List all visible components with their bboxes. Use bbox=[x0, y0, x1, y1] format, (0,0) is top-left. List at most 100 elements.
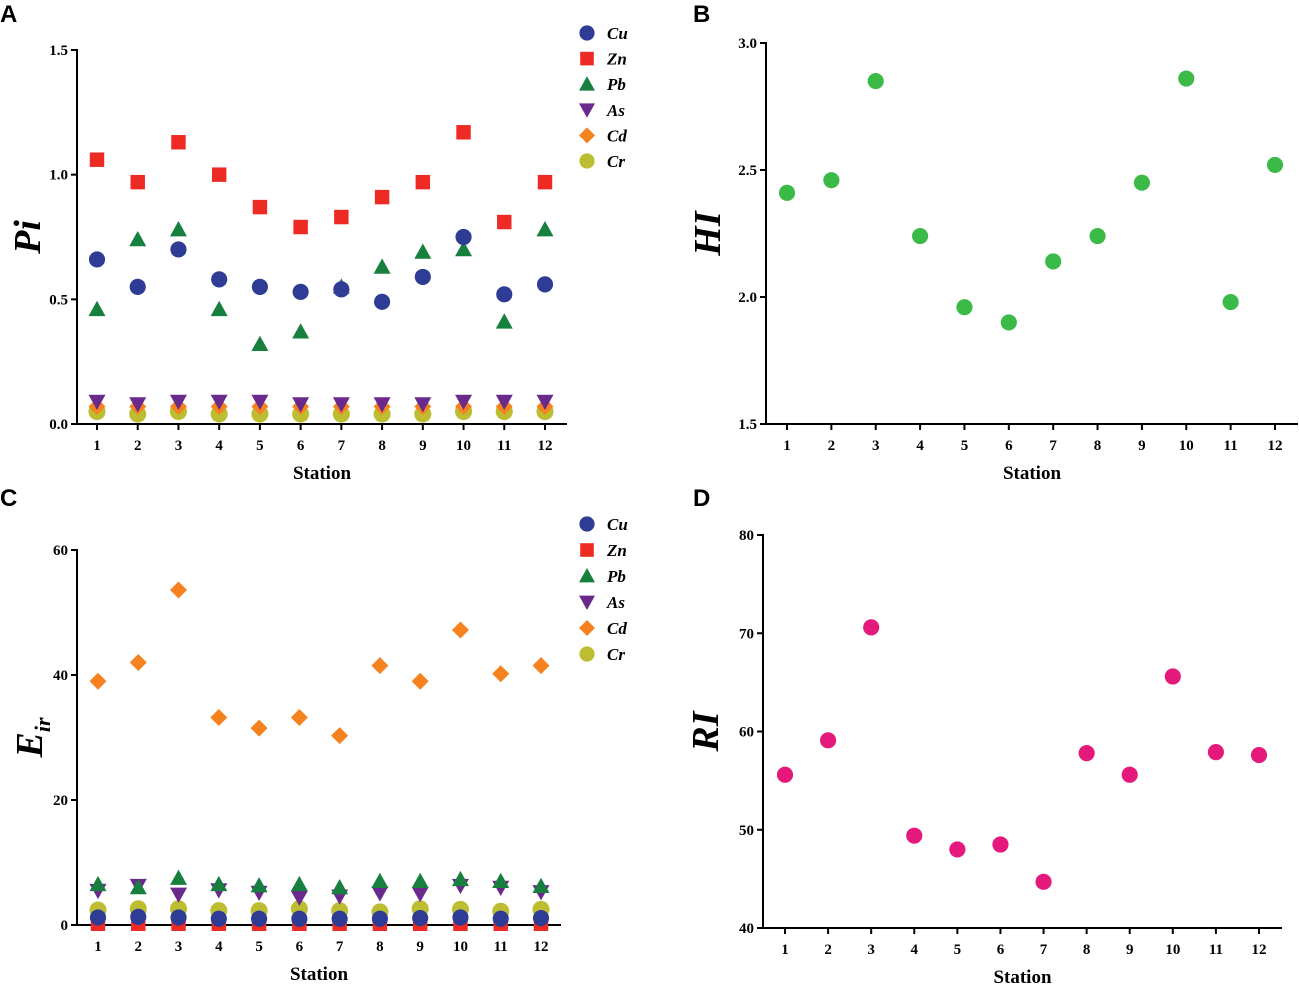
panel-a-point-as-station-3 bbox=[169, 394, 187, 411]
panel-d-x-tick-label: 6 bbox=[997, 942, 1005, 958]
panel-c-point-pb-station-4 bbox=[210, 875, 228, 892]
panel-c-point-cu-station-10 bbox=[452, 909, 469, 926]
panel-c-point-as-station-8 bbox=[371, 886, 389, 902]
panel-d-x-tick-label: 2 bbox=[824, 942, 832, 958]
panel-c-point-cd-station-8 bbox=[371, 657, 389, 675]
panel-d-x-tick-label: 11 bbox=[1209, 942, 1223, 958]
panel-b-x-tick-label: 4 bbox=[916, 438, 924, 454]
panel-a-point-pb-station-1 bbox=[88, 300, 106, 317]
panel-a-point-zn-station-9 bbox=[415, 174, 431, 190]
panel-b-y-tick-label: 2.5 bbox=[738, 163, 757, 179]
panel-c-point-as-station-3 bbox=[170, 887, 188, 903]
panel-b-point-hi-station-2 bbox=[823, 172, 840, 189]
panel-a-point-pb-station-6 bbox=[292, 323, 310, 339]
panel-b-point-hi-station-7 bbox=[1045, 253, 1062, 270]
panel-a-y-tick-label: 1.5 bbox=[49, 43, 68, 59]
panel-a-point-cu-station-10 bbox=[455, 228, 472, 246]
panel-a-point-pb-station-4 bbox=[210, 300, 228, 317]
panel-c-y-axis-title: Eir bbox=[9, 717, 55, 758]
panel-d-x-tick-label: 10 bbox=[1165, 942, 1180, 958]
panel-a-legend-label-as: As bbox=[606, 101, 625, 120]
panel-c-x-tick-label: 6 bbox=[296, 939, 304, 955]
panel-a-point-zn-station-2 bbox=[130, 174, 145, 190]
panel-a-x-tick-label: 11 bbox=[497, 438, 511, 454]
panel-a-point-zn-station-10 bbox=[456, 125, 471, 140]
panel-a-x-tick-label: 9 bbox=[419, 438, 427, 454]
panel-c-point-pb-station-8 bbox=[371, 872, 389, 889]
panel-c-point-pb-station-5 bbox=[250, 877, 268, 893]
panel-a-legend-marker-cr bbox=[579, 153, 595, 169]
panel-b-point-hi-station-9 bbox=[1133, 174, 1150, 191]
panel-a-point-zn-station-3 bbox=[171, 135, 186, 150]
panel-a-x-axis-title: Station bbox=[293, 463, 352, 484]
panel-c-x-tick-label: 9 bbox=[416, 939, 424, 955]
panel-a-point-as-station-10 bbox=[455, 394, 473, 411]
panel-c-point-cd-station-9 bbox=[411, 672, 429, 690]
panel-a-legend-marker-as bbox=[579, 103, 595, 118]
panel-b-x-tick-label: 2 bbox=[828, 438, 836, 454]
panel-c-x-tick-label: 5 bbox=[255, 939, 263, 955]
panel-c-legend-label-as: As bbox=[606, 593, 625, 612]
panel-a-x-tick-label: 3 bbox=[175, 438, 183, 454]
panel-c-point-cd-station-4 bbox=[210, 709, 228, 726]
panel-c-x-tick-label: 3 bbox=[175, 939, 183, 955]
panel-c-point-cu-station-3 bbox=[170, 909, 187, 926]
panel-c-legend-label-pb: Pb bbox=[606, 567, 626, 586]
panel-label-a: A bbox=[0, 1, 17, 28]
panel-c-x-tick-label: 12 bbox=[534, 939, 549, 955]
panel-d-point-ri-station-3 bbox=[863, 619, 880, 636]
panel-c-x-tick-label: 1 bbox=[94, 939, 102, 955]
panel-d-x-tick-label: 7 bbox=[1040, 942, 1048, 958]
panel-a-point-zn-station-11 bbox=[497, 214, 512, 230]
panel-b-y-tick-label: 1.5 bbox=[738, 417, 757, 433]
panel-a-y-tick-label: 0.0 bbox=[49, 417, 68, 433]
panel-a-point-zn-station-8 bbox=[374, 189, 390, 205]
panel-a-point-pb-station-2 bbox=[129, 230, 147, 247]
panel-a-legend-label-cu: Cu bbox=[607, 24, 628, 43]
panel-a-x-tick-label: 4 bbox=[215, 438, 223, 454]
panel-a-point-zn-station-12 bbox=[537, 174, 553, 190]
panel-d-x-tick-label: 8 bbox=[1083, 942, 1091, 958]
panel-d-y-tick-label: 70 bbox=[739, 626, 754, 642]
panel-a-legend-label-cd: Cd bbox=[607, 126, 627, 145]
panel-a-point-zn-station-4 bbox=[211, 167, 227, 182]
panel-b-x-tick-label: 3 bbox=[872, 438, 880, 454]
panel-d-point-ri-station-4 bbox=[906, 827, 923, 844]
panel-a-point-pb-station-8 bbox=[373, 258, 391, 274]
panel-c-x-tick-label: 11 bbox=[494, 939, 508, 955]
panel-d-point-ri-station-12 bbox=[1250, 747, 1268, 764]
panel-a-point-pb-station-3 bbox=[169, 221, 187, 237]
panel-a-point-cu-station-4 bbox=[211, 271, 228, 288]
panel-b-x-tick-label: 1 bbox=[783, 438, 791, 454]
panel-c-point-cd-station-6 bbox=[290, 709, 308, 726]
panel-c-point-cu-station-2 bbox=[130, 908, 147, 925]
panel-c-point-cd-station-5 bbox=[250, 719, 268, 737]
panel-a-point-pb-station-12 bbox=[536, 221, 554, 237]
panel-b-x-tick-label: 6 bbox=[1005, 438, 1013, 454]
panel-c-point-cd-station-7 bbox=[331, 727, 349, 745]
panel-a-point-pb-station-5 bbox=[251, 335, 269, 352]
panel-c-point-cu-station-12 bbox=[532, 910, 550, 927]
panel-b-x-tick-label: 5 bbox=[961, 438, 969, 454]
panel-c-point-pb-station-7 bbox=[331, 879, 349, 895]
panel-c-point-cu-station-7 bbox=[331, 910, 348, 927]
panel-b-x-axis-title: Station bbox=[1003, 463, 1062, 484]
panel-b-x-tick-label: 9 bbox=[1138, 438, 1146, 454]
panel-a-y-tick-label: 1.0 bbox=[49, 168, 68, 184]
panel-a-legend-label-pb: Pb bbox=[606, 75, 626, 94]
panel-label-b: B bbox=[693, 1, 710, 28]
panel-d-y-tick-label: 40 bbox=[739, 921, 754, 937]
panel-c-point-cu-station-11 bbox=[492, 910, 509, 927]
panel-c-x-tick-label: 2 bbox=[135, 939, 143, 955]
panel-a-point-as-station-6 bbox=[292, 397, 310, 413]
panel-a-point-as-station-2 bbox=[129, 397, 147, 413]
panel-c-legend-marker-pb bbox=[579, 568, 595, 583]
panel-c-point-as-station-6 bbox=[290, 890, 308, 906]
panel-c-legend-marker-as bbox=[579, 595, 595, 610]
panel-a-x-tick-label: 1 bbox=[93, 438, 101, 454]
panel-b-y-axis-title: HI bbox=[687, 210, 729, 257]
panel-b-x-tick-label: 7 bbox=[1049, 438, 1057, 454]
panel-c-x-tick-label: 4 bbox=[215, 939, 223, 955]
